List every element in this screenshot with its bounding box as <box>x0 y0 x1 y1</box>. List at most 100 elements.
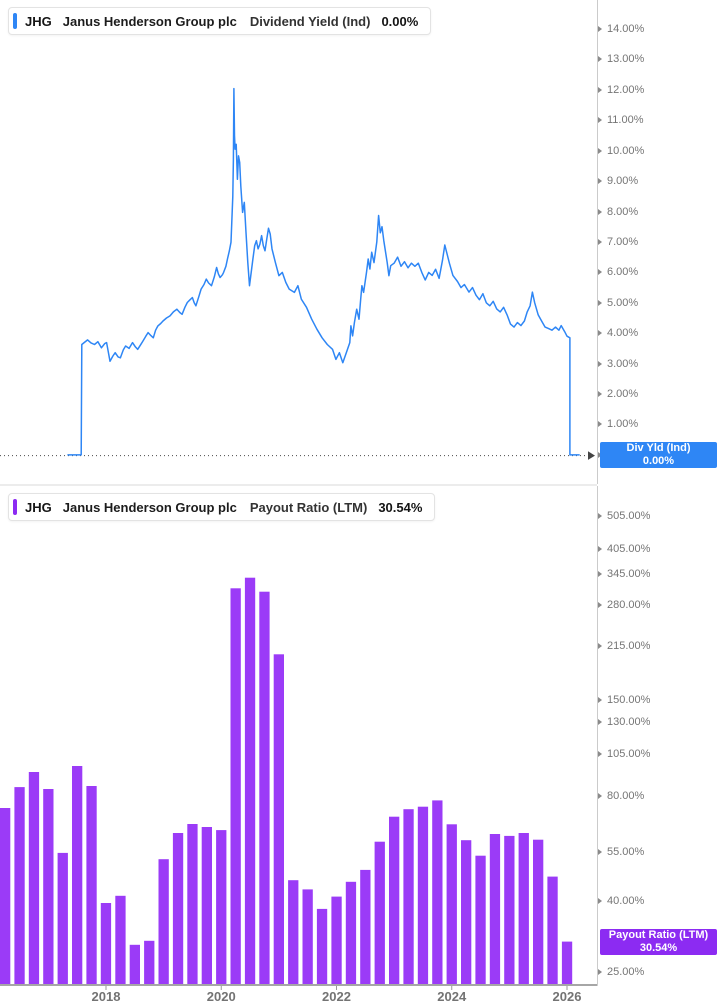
axis-tick-label: 25.00% <box>607 966 645 978</box>
dividend-yield-chart[interactable] <box>0 0 717 484</box>
axis-tick-arrow-icon <box>598 208 602 215</box>
payout-ratio-bar[interactable] <box>216 830 227 985</box>
axis-tick-arrow-icon <box>598 178 602 185</box>
payout-ratio-bar[interactable] <box>57 852 68 985</box>
axis-tick-label: 5.00% <box>607 296 639 309</box>
axis-tick-label: 10.00% <box>607 144 645 157</box>
axis-tick-arrow-icon <box>598 792 602 799</box>
axis-tick-label: 215.00% <box>607 639 651 652</box>
axis-tick-arrow-icon <box>598 56 602 63</box>
payout-ratio-bar[interactable] <box>461 840 472 985</box>
axis-tick-label: 12.00% <box>607 83 645 96</box>
badge-value: 30.54% <box>639 942 678 954</box>
axis-tick-label: 280.00% <box>607 599 651 612</box>
axis-tick-arrow-icon <box>598 570 602 577</box>
axis-tick-label: 3.00% <box>607 357 639 370</box>
payout-ratio-bar[interactable] <box>28 772 40 985</box>
payout-ratio-bar[interactable] <box>230 588 241 985</box>
axis-tick-label: 505.00% <box>607 510 651 522</box>
blue-accent-bar-icon <box>13 13 17 29</box>
payout-ratio-bar[interactable] <box>360 869 371 985</box>
payout-ratio-bar[interactable] <box>302 889 313 985</box>
payout-ratio-bar[interactable] <box>403 809 414 985</box>
dotted-line-arrow-icon <box>588 451 595 460</box>
dividend-yield-line-series[interactable] <box>67 87 580 456</box>
payout-ratio-bar[interactable] <box>331 896 342 985</box>
axis-tick-arrow-icon <box>598 26 602 32</box>
payout-ratio-bar[interactable] <box>504 835 515 985</box>
company-name: Janus Henderson Group plc <box>62 499 237 515</box>
axis-tick-label: 6.00% <box>607 266 639 279</box>
payout-ratio-bar[interactable] <box>345 881 357 985</box>
axis-tick-arrow-icon <box>598 602 602 609</box>
div-yld-axis-badge: Div Yld (Ind) 0.00% <box>600 442 717 468</box>
payout-ratio-bar[interactable] <box>417 806 429 985</box>
axis-tick-label: 2026 <box>552 989 582 1004</box>
panel-divider <box>0 484 597 486</box>
payout-ratio-bar[interactable] <box>14 787 25 985</box>
axis-tick-label: 9.00% <box>607 175 639 188</box>
dividend-yield-panel: 14.00% 13.00% 12.00% 11.00% 10.00% 9.00% 8.00%… <box>0 0 717 484</box>
axis-tick-arrow-icon <box>598 849 602 856</box>
payout-ratio-bar[interactable] <box>0 808 11 985</box>
axis-tick-arrow-icon <box>598 642 602 649</box>
payout-ratio-bar[interactable] <box>446 824 457 985</box>
payout-ratio-bar[interactable] <box>158 859 169 985</box>
payout-ratio-bar[interactable] <box>259 591 270 985</box>
payout-ratio-bar[interactable] <box>316 908 328 985</box>
payout-ratio-bar[interactable] <box>100 903 112 985</box>
metric-value: 0.00% <box>381 13 419 29</box>
dividend-yield-legend-chip[interactable]: JHG Janus Henderson Group plc Dividend Y… <box>8 7 432 35</box>
payout-ratio-bar[interactable] <box>475 855 486 985</box>
payout-ratio-bar[interactable] <box>389 816 400 985</box>
payout-ratio-axis-badge: Payout Ratio (LTM) 30.54% <box>600 929 717 955</box>
axis-tick-label: 2018 <box>91 989 121 1004</box>
payout-ratio-bar[interactable] <box>432 800 443 985</box>
axis-tick-label: 2024 <box>437 989 467 1004</box>
axis-tick-arrow-icon <box>598 330 602 337</box>
payout-ratio-bar[interactable] <box>273 654 284 985</box>
axis-tick-arrow-icon <box>598 513 602 519</box>
axis-tick-label: 11.00% <box>607 114 644 127</box>
payout-ratio-panel: 505.00% 405.00% 345.00% 280.00% 215.00% 150.0… <box>0 486 717 1005</box>
payout-ratio-bar[interactable] <box>518 833 529 985</box>
payout-ratio-bar[interactable] <box>489 834 501 985</box>
payout-ratio-bar[interactable] <box>129 944 140 985</box>
payout-ratio-bar[interactable] <box>547 876 558 985</box>
axis-tick-label: 7.00% <box>607 235 639 248</box>
payout-ratio-chart[interactable] <box>0 486 717 1005</box>
payout-ratio-bar[interactable] <box>201 827 212 985</box>
payout-ratio-bar[interactable] <box>244 577 256 985</box>
payout-ratio-bar[interactable] <box>172 833 184 985</box>
axis-tick-label: 2020 <box>206 989 236 1004</box>
payout-ratio-bar[interactable] <box>374 841 385 985</box>
axis-tick-label: 2022 <box>322 989 351 1004</box>
axis-tick-arrow-icon <box>598 117 602 124</box>
axis-tick-arrow-icon <box>598 391 602 398</box>
payout-ratio-bar[interactable] <box>187 824 198 985</box>
payout-ratio-bar[interactable] <box>115 895 126 985</box>
badge-label: Payout Ratio (LTM) <box>608 929 709 941</box>
axis-tick-arrow-icon <box>598 269 602 276</box>
axis-tick-label: 8.00% <box>607 205 639 218</box>
axis-tick-arrow-icon <box>598 546 602 553</box>
axis-tick-label: 13.00% <box>607 53 645 66</box>
payout-ratio-bar[interactable] <box>86 786 97 985</box>
axis-tick-label: 4.00% <box>607 327 639 340</box>
axis-tick-label: 14.00% <box>607 23 645 35</box>
axis-tick-arrow-icon <box>598 86 602 93</box>
metric-name: Dividend Yield (Ind) <box>249 13 371 29</box>
metric-value: 30.54% <box>378 499 423 515</box>
axis-tick-arrow-icon <box>598 299 602 306</box>
ticker-symbol: JHG <box>25 13 52 29</box>
axis-tick-arrow-icon <box>598 751 602 758</box>
payout-ratio-bar[interactable] <box>72 766 83 985</box>
axis-tick-label: 150.00% <box>607 694 651 707</box>
payout-ratio-bar[interactable] <box>144 940 155 985</box>
axis-tick-label: 2.00% <box>607 388 639 401</box>
payout-ratio-bar[interactable] <box>288 880 299 985</box>
payout-ratio-bar[interactable] <box>533 839 544 985</box>
payout-ratio-legend-chip[interactable]: JHG Janus Henderson Group plc Payout Rat… <box>8 493 436 521</box>
payout-ratio-bar[interactable] <box>43 789 54 985</box>
payout-ratio-bar[interactable] <box>561 941 573 985</box>
